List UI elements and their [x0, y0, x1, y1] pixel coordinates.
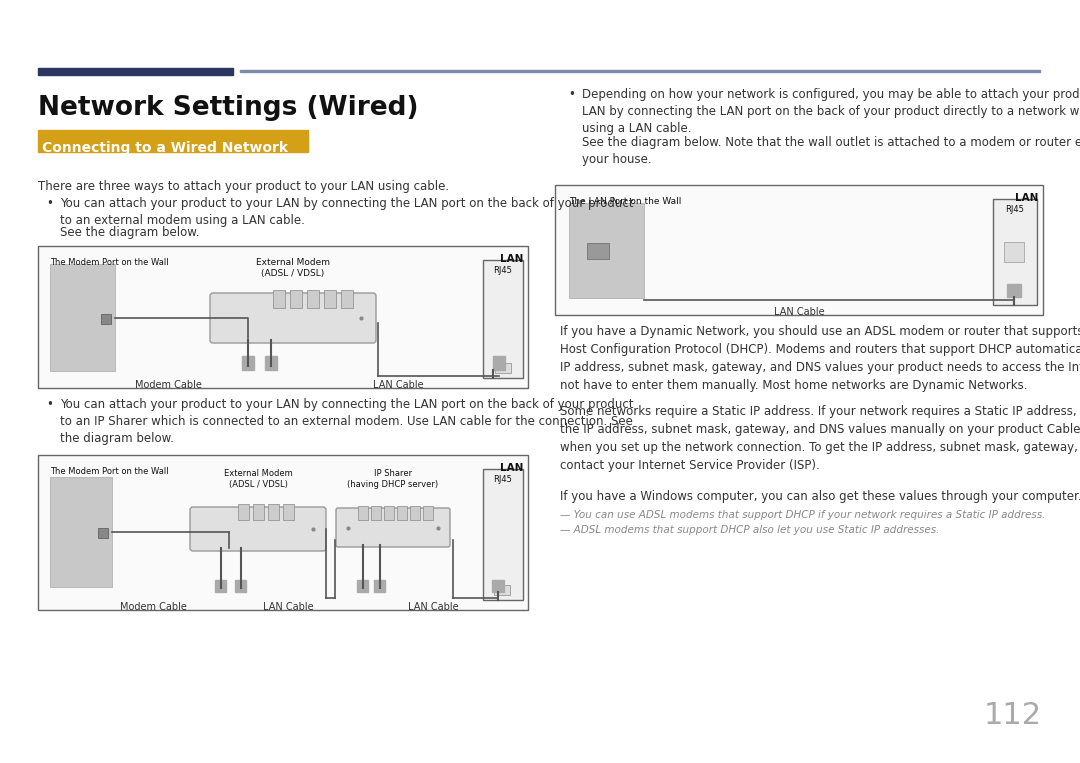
Text: Modem Cable: Modem Cable — [120, 602, 187, 612]
Text: 112: 112 — [984, 701, 1042, 730]
Bar — [483, 469, 523, 600]
Bar — [307, 290, 319, 308]
Text: LAN: LAN — [500, 254, 523, 264]
Bar — [1007, 284, 1021, 297]
Text: If you have a Dynamic Network, you should use an ADSL modem or router that suppo: If you have a Dynamic Network, you shoul… — [561, 325, 1080, 392]
Bar — [324, 290, 336, 308]
Text: LAN Cable: LAN Cable — [262, 602, 313, 612]
Text: The LAN Port on the Wall: The LAN Port on the Wall — [569, 197, 681, 206]
Text: LAN Cable: LAN Cable — [407, 602, 458, 612]
Bar — [38, 455, 528, 610]
Text: RJ45: RJ45 — [494, 266, 512, 275]
Bar — [98, 528, 108, 538]
Bar — [240, 69, 1040, 72]
Bar — [569, 203, 644, 298]
Bar — [50, 477, 112, 587]
Bar — [397, 506, 407, 520]
Text: Depending on how your network is configured, you may be able to attach your prod: Depending on how your network is configu… — [582, 88, 1080, 135]
Text: External Modem
(ADSL / VDSL): External Modem (ADSL / VDSL) — [224, 469, 293, 489]
Bar — [341, 290, 353, 308]
FancyBboxPatch shape — [190, 507, 326, 551]
Bar — [38, 68, 233, 75]
Text: Network Settings (Wired): Network Settings (Wired) — [38, 95, 419, 121]
Text: •: • — [568, 88, 575, 101]
Bar — [273, 290, 285, 308]
Bar — [235, 580, 246, 592]
Text: The Modem Port on the Wall: The Modem Port on the Wall — [50, 467, 168, 476]
Text: Some networks require a Static IP address. If your network requires a Static IP : Some networks require a Static IP addres… — [561, 405, 1080, 472]
Text: LAN Cable: LAN Cable — [773, 307, 824, 317]
Bar — [102, 314, 111, 324]
Bar — [265, 356, 276, 370]
Bar — [238, 504, 249, 520]
Text: You can attach your product to your LAN by connecting the LAN port on the back o: You can attach your product to your LAN … — [60, 398, 634, 445]
Text: •: • — [46, 197, 53, 210]
Text: You can attach your product to your LAN by connecting the LAN port on the back o: You can attach your product to your LAN … — [60, 197, 634, 227]
Text: The Modem Port on the Wall: The Modem Port on the Wall — [50, 258, 168, 267]
Bar — [50, 264, 114, 371]
Text: External Modem
(ADSL / VDSL): External Modem (ADSL / VDSL) — [256, 258, 330, 278]
Bar — [215, 580, 226, 592]
Text: •: • — [46, 398, 53, 411]
Bar — [374, 580, 384, 592]
Text: RJ45: RJ45 — [494, 475, 512, 484]
Text: Connecting to a Wired Network: Connecting to a Wired Network — [42, 141, 288, 155]
Bar — [242, 356, 254, 370]
Bar — [357, 580, 368, 592]
Text: See the diagram below. Note that the wall outlet is attached to a modem or route: See the diagram below. Note that the wal… — [582, 136, 1080, 166]
FancyBboxPatch shape — [210, 293, 376, 343]
Bar — [410, 506, 420, 520]
Bar — [253, 504, 264, 520]
Bar — [494, 585, 510, 595]
Bar — [38, 246, 528, 388]
Text: LAN: LAN — [1014, 193, 1038, 203]
Text: See the diagram below.: See the diagram below. — [60, 226, 200, 239]
Bar — [423, 506, 433, 520]
Text: IP Sharer
(having DHCP server): IP Sharer (having DHCP server) — [348, 469, 438, 489]
Bar — [492, 580, 504, 592]
Bar — [993, 199, 1037, 305]
FancyBboxPatch shape — [336, 508, 450, 547]
Bar — [588, 243, 609, 259]
Text: — ADSL modems that support DHCP also let you use Static IP addresses.: — ADSL modems that support DHCP also let… — [561, 525, 940, 535]
Bar — [357, 506, 368, 520]
Text: If you have a Windows computer, you can also get these values through your compu: If you have a Windows computer, you can … — [561, 490, 1080, 503]
Text: RJ45: RJ45 — [1005, 205, 1025, 214]
Bar — [291, 290, 302, 308]
Bar — [492, 356, 505, 370]
Bar — [555, 185, 1043, 315]
Text: There are three ways to attach your product to your LAN using cable.: There are three ways to attach your prod… — [38, 180, 449, 193]
Bar — [283, 504, 294, 520]
Text: LAN Cable: LAN Cable — [373, 380, 423, 390]
Bar — [372, 506, 381, 520]
Text: LAN: LAN — [500, 463, 523, 473]
Bar — [483, 260, 523, 378]
Bar — [495, 363, 511, 373]
Text: — You can use ADSL modems that support DHCP if your network requires a Static IP: — You can use ADSL modems that support D… — [561, 510, 1045, 520]
Bar — [38, 130, 308, 152]
Bar — [384, 506, 394, 520]
Bar — [1004, 242, 1024, 262]
Bar — [268, 504, 279, 520]
Text: Modem Cable: Modem Cable — [135, 380, 202, 390]
